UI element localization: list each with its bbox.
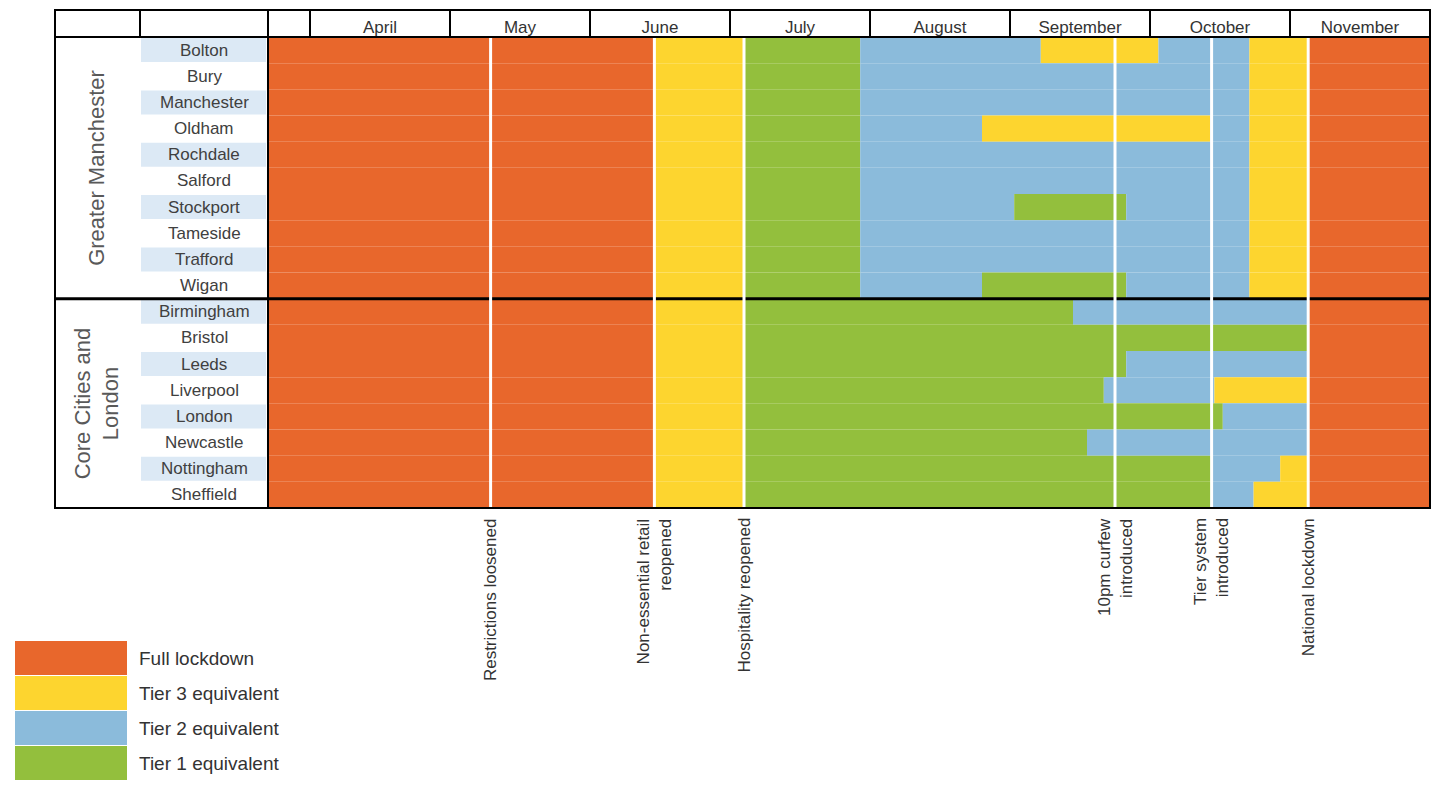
svg-text:June: June: [642, 18, 679, 37]
svg-text:Restrictions loosened: Restrictions loosened: [481, 519, 500, 682]
svg-text:August: August: [914, 18, 967, 37]
svg-text:National lockdown: National lockdown: [1299, 518, 1318, 656]
svg-text:Oldham: Oldham: [174, 119, 234, 138]
svg-text:10pm curfewintroduced: 10pm curfewintroduced: [1095, 518, 1136, 616]
svg-text:Manchester: Manchester: [160, 93, 249, 112]
svg-text:Full lockdown: Full lockdown: [139, 648, 254, 669]
svg-text:October: October: [1190, 18, 1251, 37]
svg-text:Salford: Salford: [177, 171, 231, 190]
svg-text:Hospitality reopened: Hospitality reopened: [735, 518, 754, 673]
svg-text:London: London: [176, 407, 233, 426]
svg-text:Tameside: Tameside: [168, 224, 241, 243]
svg-text:September: September: [1038, 18, 1121, 37]
svg-text:Bolton: Bolton: [180, 41, 228, 60]
svg-text:Tier systemintroduced: Tier systemintroduced: [1191, 518, 1232, 605]
svg-text:Wigan: Wigan: [180, 276, 228, 295]
svg-text:April: April: [363, 18, 397, 37]
svg-text:Greater Manchester: Greater Manchester: [84, 70, 109, 266]
svg-text:May: May: [504, 18, 537, 37]
svg-text:Bristol: Bristol: [181, 328, 228, 347]
svg-text:Leeds: Leeds: [181, 355, 227, 374]
svg-text:Non-essential retailreopened: Non-essential retailreopened: [634, 519, 675, 665]
svg-text:Newcastle: Newcastle: [165, 433, 243, 452]
svg-text:Tier 3 equivalent: Tier 3 equivalent: [139, 683, 279, 704]
svg-text:Birmingham: Birmingham: [159, 302, 250, 321]
svg-text:Nottingham: Nottingham: [161, 459, 248, 478]
svg-text:Tier 2 equivalent: Tier 2 equivalent: [139, 718, 279, 739]
svg-text:Trafford: Trafford: [175, 250, 234, 269]
svg-text:July: July: [785, 18, 816, 37]
svg-text:Sheffield: Sheffield: [171, 485, 237, 504]
svg-text:Bury: Bury: [187, 67, 222, 86]
svg-text:Stockport: Stockport: [168, 198, 240, 217]
svg-text:Rochdale: Rochdale: [168, 145, 240, 164]
svg-text:November: November: [1321, 18, 1400, 37]
svg-text:Liverpool: Liverpool: [170, 381, 239, 400]
svg-text:Tier 1 equivalent: Tier 1 equivalent: [139, 753, 279, 774]
svg-text:Core Cities andLondon: Core Cities andLondon: [70, 328, 124, 480]
